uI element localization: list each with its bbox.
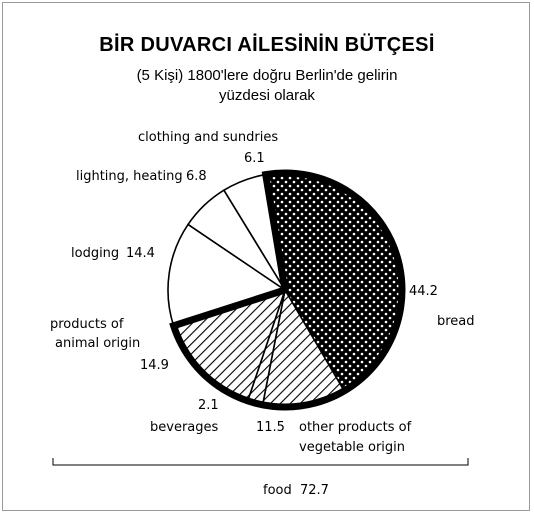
chart-subtitle: (5 Kişi) 1800'lere doğru Berlin'de gelir… [0,66,534,106]
label-food: food [263,483,292,498]
food-bracket [52,458,469,466]
value-clothing: 6.1 [244,151,265,166]
label-lighting: lighting, heating [76,169,183,184]
value-food: 72.7 [300,483,329,498]
pie-slice-lodging [167,223,287,327]
value-bread: 44.2 [409,284,438,299]
value-veg: 11.5 [256,420,285,435]
subtitle-line-2: yüzdesi olarak [219,87,315,104]
label-veg-1: other products of [299,420,412,435]
label-beverages: beverages [150,420,219,435]
label-clothing: clothing and sundries [138,130,278,145]
value-lighting: 6.8 [186,169,207,184]
value-lodging: 14.4 [126,246,155,261]
label-veg-2: vegetable origin [299,440,405,455]
value-beverages: 2.1 [198,398,219,413]
figure-frame [2,2,530,511]
label-animal-2: animal origin [55,336,140,351]
food-group-outline [169,169,406,411]
label-animal-1: products of [50,317,124,332]
label-bread: bread [437,314,475,329]
chart-title: BİR DUVARCI AİLESİNİN BÜTÇESİ [99,34,435,56]
value-animal: 14.9 [140,358,169,373]
subtitle-line-1: (5 Kişi) 1800'lere doğru Berlin'de gelir… [136,67,398,84]
label-lodging: lodging [71,246,119,261]
